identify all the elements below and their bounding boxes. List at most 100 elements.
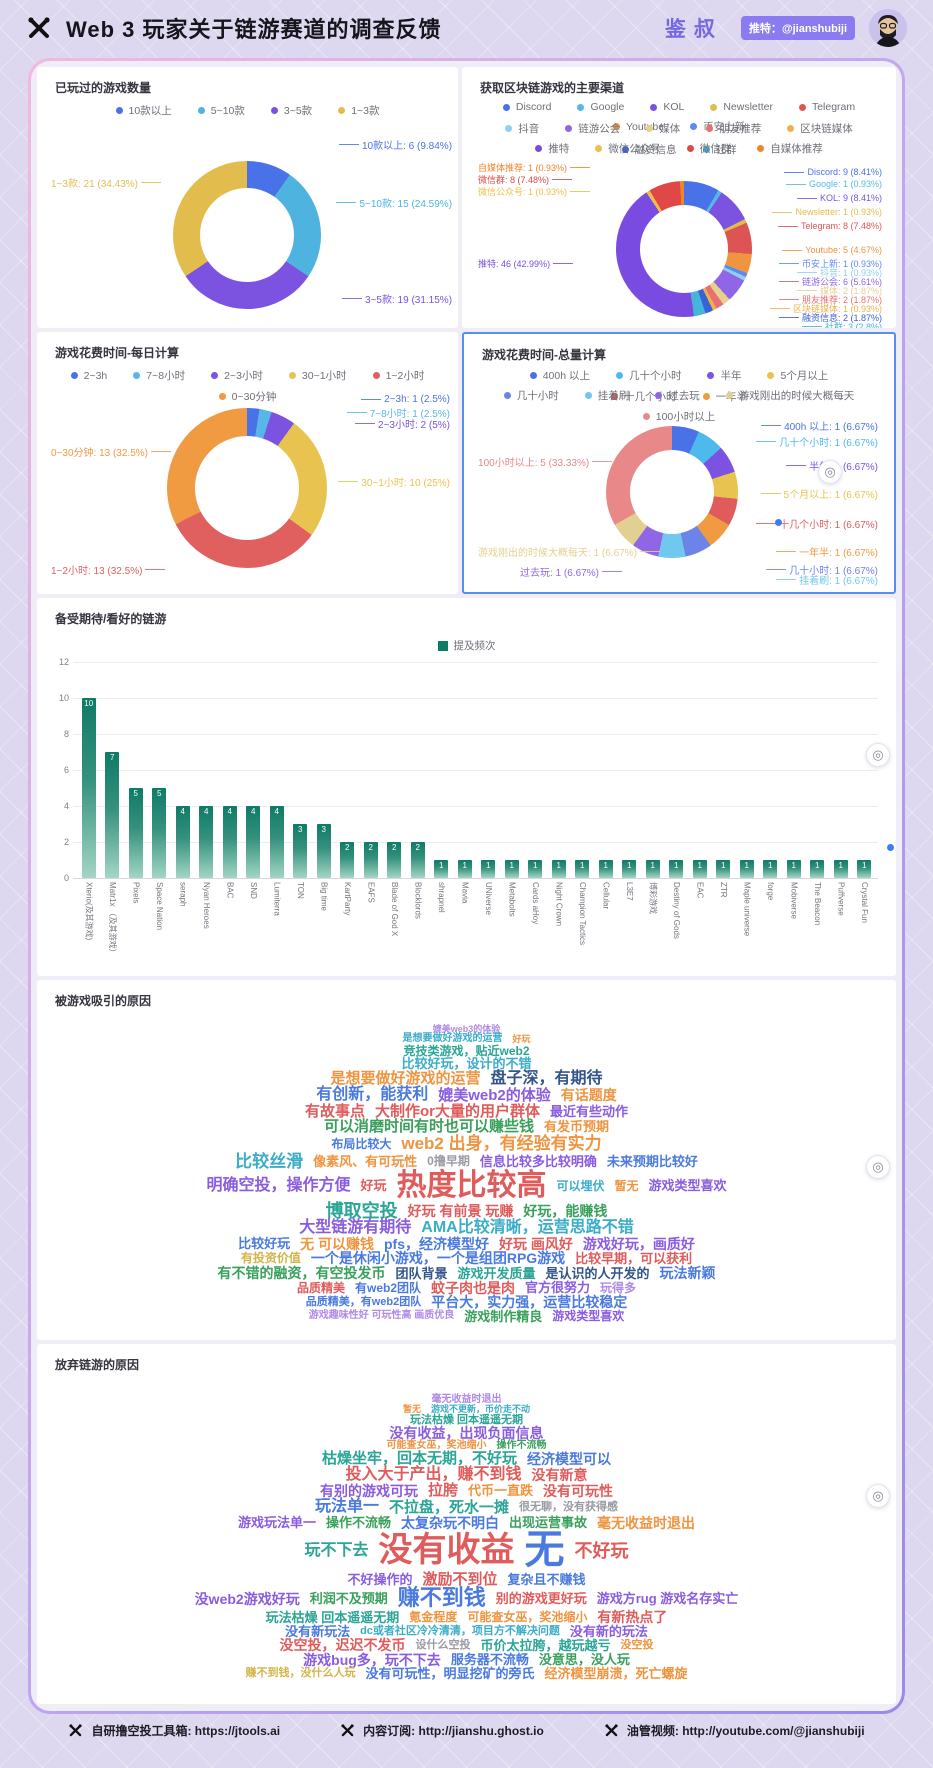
cloud-word: 游戏bug多，玩不下去 <box>303 1651 441 1668</box>
bar-rect[interactable]: 1 <box>457 860 472 878</box>
legend-item-游戏刚出的时候大概每天[interactable]: 游戏刚出的时候大概每天 <box>725 388 854 403</box>
bar-rect[interactable]: 1 <box>833 860 848 878</box>
legend-item-微信公众号[interactable]: 微信公众号 <box>595 141 661 156</box>
legend-item-区块链媒体[interactable]: 区块链媒体 <box>787 121 853 136</box>
legend-item-媒体[interactable]: 媒体 <box>646 121 680 136</box>
leader-line <box>776 579 797 580</box>
bar-value-label: 4 <box>180 807 185 816</box>
legend-item-币安上新[interactable]: 币安上新 <box>690 119 745 134</box>
bar-rect[interactable]: 1 <box>481 860 496 878</box>
legend-item-2~3小时[interactable]: 2~3小时 <box>211 368 263 383</box>
bar-rect[interactable]: 1 <box>575 860 590 878</box>
leader-line <box>592 461 613 462</box>
legend-item-KOL[interactable]: KOL <box>650 101 684 113</box>
bar-rect[interactable]: 3 <box>293 824 308 878</box>
leader-line <box>796 290 817 291</box>
bar-rect[interactable]: 1 <box>504 860 519 878</box>
bar-rect[interactable]: 3 <box>316 824 331 878</box>
bar-rect[interactable]: 1 <box>692 860 707 878</box>
chart-toolbox-button[interactable]: ◎ <box>866 743 890 767</box>
legend-item-挂着刷[interactable]: 挂着刷 <box>584 388 629 403</box>
bar-value-label: 10 <box>84 699 94 708</box>
legend-item-7~8小时[interactable]: 7~8小时 <box>133 368 185 383</box>
panel-games-played: 已玩过的游戏数量 10款以上 5~10款 3~5款 1~3款 10款以上: 6 (9.8… <box>37 67 459 328</box>
bar-rect[interactable]: 1 <box>786 860 801 878</box>
bar-rect[interactable]: 4 <box>222 806 237 878</box>
bar-rect[interactable]: 4 <box>269 806 284 878</box>
bar-rect[interactable]: 1 <box>434 860 449 878</box>
bar-rect[interactable]: 2 <box>410 842 425 878</box>
bar-rect[interactable]: 2 <box>363 842 378 878</box>
legend-item-提及频次[interactable]: 提及频次 <box>437 638 496 653</box>
bar-rect[interactable]: 7 <box>105 752 120 878</box>
bar-rect[interactable]: 1 <box>763 860 778 878</box>
bar-rect[interactable]: 1 <box>669 860 684 878</box>
panel-title: 备受期待/看好的链游 <box>55 612 167 626</box>
bar-rect[interactable]: 1 <box>622 860 637 878</box>
bar-rect[interactable]: 5 <box>152 788 167 878</box>
bar-rect[interactable]: 2 <box>340 842 355 878</box>
legend-item-1~3款[interactable]: 1~3款 <box>338 103 380 118</box>
bar-rect[interactable]: 5 <box>128 788 143 878</box>
cloud-word: 有新热点了 <box>597 1609 668 1626</box>
bar-rect[interactable]: 1 <box>810 860 825 878</box>
legend-item-几十个小时[interactable]: 几十个小时 <box>615 368 681 383</box>
bar-rect[interactable]: 1 <box>551 860 566 878</box>
legend-item-5~10款[interactable]: 5~10款 <box>197 103 245 118</box>
legend-item-100小时以上[interactable]: 100小时以上 <box>642 409 715 424</box>
legend-label: 微信公众号 <box>608 143 661 155</box>
legend-item-3~5款[interactable]: 3~5款 <box>270 103 312 118</box>
slice-label-媒体: 媒体: 2 (1.87%) <box>796 284 882 297</box>
legend-item-Google[interactable]: Google <box>577 101 624 113</box>
bar-rect[interactable]: 1 <box>528 860 543 878</box>
legend-item-Youtube[interactable]: Youtube <box>612 119 664 134</box>
bar-rect[interactable]: 4 <box>246 806 261 878</box>
legend-item-Telegram[interactable]: Telegram <box>798 101 855 113</box>
legend-item-1~2小时[interactable]: 1~2小时 <box>372 368 424 383</box>
legend-item-Discord[interactable]: Discord <box>502 101 551 113</box>
footer-youtube-link[interactable]: 油管视频: http://youtube.com/@jianshubiji <box>604 1722 865 1739</box>
chart-toolbox-button[interactable]: ◎ <box>866 1484 890 1508</box>
legend-item-半年[interactable]: 半年 <box>707 368 741 383</box>
slice-label-Newsletter: Newsletter: 1 (0.93%) <box>772 207 882 217</box>
legend-item-Newsletter[interactable]: Newsletter <box>710 101 773 113</box>
legend-item-朋友推荐[interactable]: 朋友推荐 <box>706 121 761 136</box>
legend-item-融资信息[interactable]: 融资信息 <box>621 142 677 157</box>
legend-item-2~3h[interactable]: 2~3h <box>70 368 107 383</box>
legend-item-几十小时[interactable]: 几十小时 <box>503 388 559 403</box>
bar-rect[interactable]: 1 <box>645 860 660 878</box>
bar-rect[interactable]: 10 <box>81 698 96 878</box>
legend-item-自媒体推荐[interactable]: 自媒体推荐 <box>757 141 823 156</box>
legend-dot <box>707 372 715 379</box>
slice-label-3~5款: 3~5款: 19 (31.15%) <box>342 291 452 306</box>
legend-item-5个月以上[interactable]: 5个月以上 <box>767 368 828 383</box>
footer-subscribe-link[interactable]: 内容订阅: http://jianshu.ghost.io <box>340 1722 544 1739</box>
chart-toolbox-button[interactable]: ◎ <box>866 1155 890 1179</box>
legend-item-推特[interactable]: 推特 <box>535 141 569 156</box>
legend-item-社群[interactable]: 社群 <box>702 142 737 157</box>
legend-item-30~1小时[interactable]: 30~1小时 <box>288 368 347 383</box>
x-axis-label: The Beacon <box>812 882 822 926</box>
bar-rect[interactable]: 1 <box>857 860 872 878</box>
bar-rect[interactable]: 4 <box>175 806 190 878</box>
legend-item-10款以上[interactable]: 10款以上 <box>115 103 172 118</box>
legend-item-十几个小时[interactable]: 十几个小时 <box>611 389 677 404</box>
legend-item-抖音[interactable]: 抖音 <box>505 121 539 136</box>
bar-rect[interactable]: 1 <box>739 860 754 878</box>
legend-item-0~30分钟[interactable]: 0~30分钟 <box>218 389 276 404</box>
legend-item-微信群[interactable]: 微信群 <box>686 141 731 156</box>
legend-item-过去玩[interactable]: 过去玩 <box>655 388 700 403</box>
legend-row: 抖音 链游公会 媒体 朋友推荐 区块链媒体融资信息 社群 <box>492 121 866 157</box>
chart-toolbox-button[interactable]: ◎ <box>818 460 842 484</box>
bar-rect[interactable]: 4 <box>199 806 214 878</box>
scroll-thumb[interactable] <box>775 519 783 526</box>
twitter-badge[interactable]: 推特：@jianshubiji <box>740 16 855 40</box>
legend-item-链游公会[interactable]: 链游公会 <box>565 121 620 136</box>
bar-rect[interactable]: 1 <box>716 860 731 878</box>
legend-item-400h 以上[interactable]: 400h 以上 <box>529 368 590 383</box>
scroll-thumb[interactable] <box>887 844 894 851</box>
bar-rect[interactable]: 2 <box>387 842 402 878</box>
legend-dot <box>686 145 694 152</box>
bar-rect[interactable]: 1 <box>598 860 613 878</box>
footer-tools-link[interactable]: 自研撸空投工具箱: https://jtools.ai <box>68 1722 280 1739</box>
